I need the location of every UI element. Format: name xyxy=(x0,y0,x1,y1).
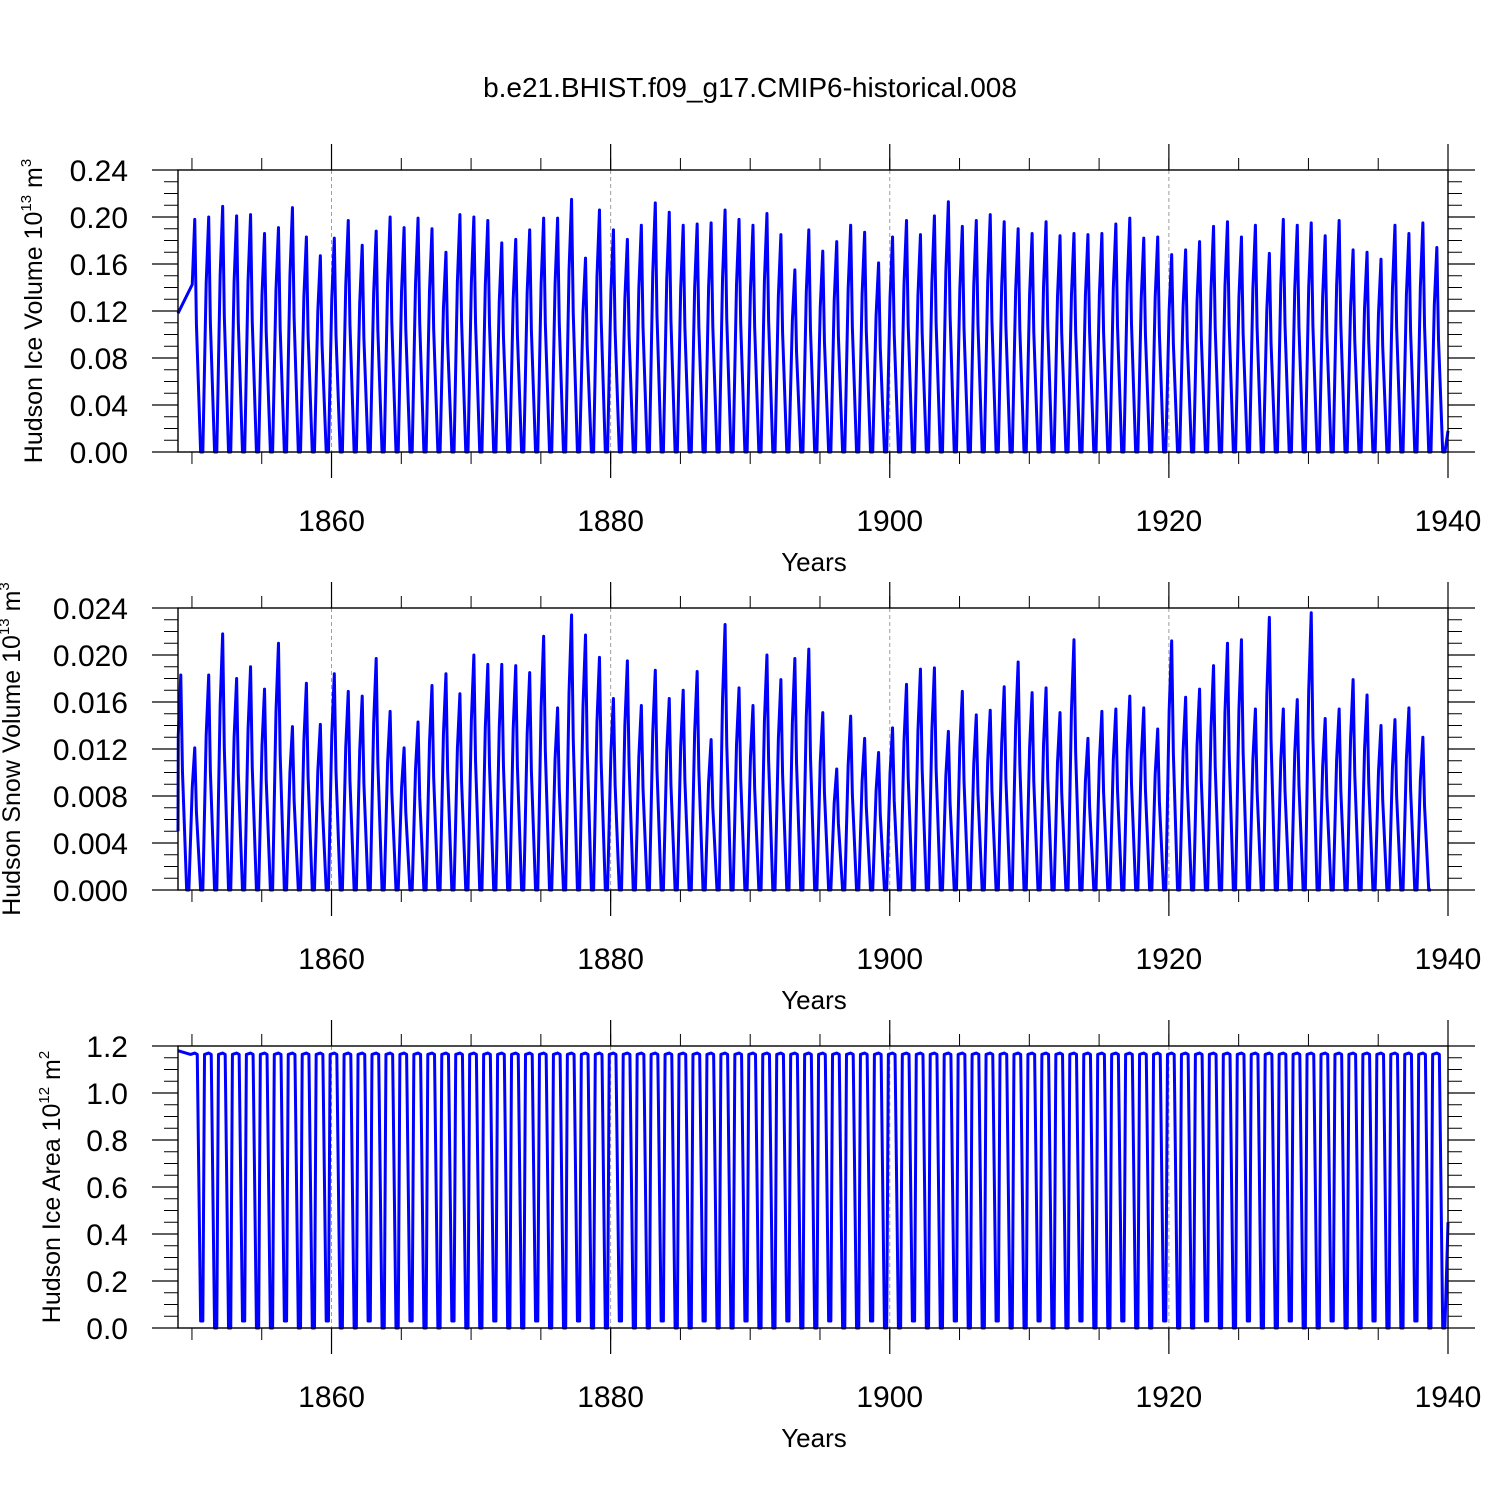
y-tick-label: 0.16 xyxy=(70,249,128,282)
plot-frame xyxy=(177,1045,1449,1329)
y-axis-title: Hudson Ice Volume 1013 m3 xyxy=(18,159,48,463)
panel-ice-area: 0.0 0.2 0.4 0.6 0.8 1.0 1.2 1860 1880 1900 1920 194… xyxy=(36,1020,1481,1453)
x-tick-label: 1860 xyxy=(298,505,365,538)
x-tick-label: 1900 xyxy=(856,943,923,976)
figure-title: b.e21.BHIST.f09_g17.CMIP6-historical.008 xyxy=(483,72,1017,103)
y-tick-label: 0.012 xyxy=(53,734,128,767)
panel-ice-volume: 0.00 0.04 0.08 0.12 0.16 0.20 0.24 1860 1880 1900… xyxy=(18,144,1481,577)
series-line xyxy=(176,197,1450,454)
y-tick-label: 0.12 xyxy=(70,296,128,329)
x-tick-label: 1900 xyxy=(856,505,923,538)
y-tick-label: 0.20 xyxy=(70,202,128,235)
x-tick-label: 1880 xyxy=(577,1381,644,1414)
y-tick-label: 0.004 xyxy=(53,828,128,861)
x-tick-label: 1880 xyxy=(577,943,644,976)
y-tick-label: 0.6 xyxy=(86,1172,128,1205)
x-axis-title: Years xyxy=(781,985,847,1015)
x-tick-label: 1900 xyxy=(856,1381,923,1414)
x-tick-label: 1880 xyxy=(577,505,644,538)
y-tick-label: 1.2 xyxy=(86,1031,128,1064)
plot-frame xyxy=(177,169,1449,453)
x-axis-title: Years xyxy=(781,547,847,577)
x-tick-label: 1940 xyxy=(1415,943,1482,976)
x-axis-title: Years xyxy=(781,1423,847,1453)
y-tick-label: 0.008 xyxy=(53,781,128,814)
y-tick-label: 0.0 xyxy=(86,1313,128,1346)
y-tick-label: 0.00 xyxy=(70,437,128,470)
y-axis-title: Hudson Snow Volume 1013 m3 xyxy=(0,582,26,916)
x-tick-label: 1860 xyxy=(298,943,365,976)
y-tick-label: 0.04 xyxy=(70,390,128,423)
y-tick-label: 0.24 xyxy=(70,155,128,188)
plot-frame xyxy=(177,607,1449,891)
x-tick-label: 1940 xyxy=(1415,1381,1482,1414)
y-tick-label: 0.08 xyxy=(70,343,128,376)
x-tick-label: 1920 xyxy=(1136,505,1203,538)
y-tick-label: 0.8 xyxy=(86,1125,128,1158)
x-tick-label: 1920 xyxy=(1136,943,1203,976)
y-tick-label: 0.000 xyxy=(53,875,128,908)
y-tick-label: 0.4 xyxy=(86,1219,128,1252)
y-tick-label: 1.0 xyxy=(86,1078,128,1111)
x-tick-label: 1920 xyxy=(1136,1381,1203,1414)
x-tick-label: 1860 xyxy=(298,1381,365,1414)
panel-snow-volume: 0.000 0.004 0.008 0.012 0.016 0.020 0.024 1860 1… xyxy=(0,582,1482,1015)
y-tick-label: 0.016 xyxy=(53,687,128,720)
y-tick-label: 0.020 xyxy=(53,640,128,673)
x-tick-label: 1940 xyxy=(1415,505,1482,538)
y-tick-label: 0.024 xyxy=(53,593,128,626)
y-axis-title: Hudson Ice Area 1012 m2 xyxy=(36,1051,66,1323)
y-tick-label: 0.2 xyxy=(86,1266,128,1299)
series-line xyxy=(177,1049,1450,1330)
